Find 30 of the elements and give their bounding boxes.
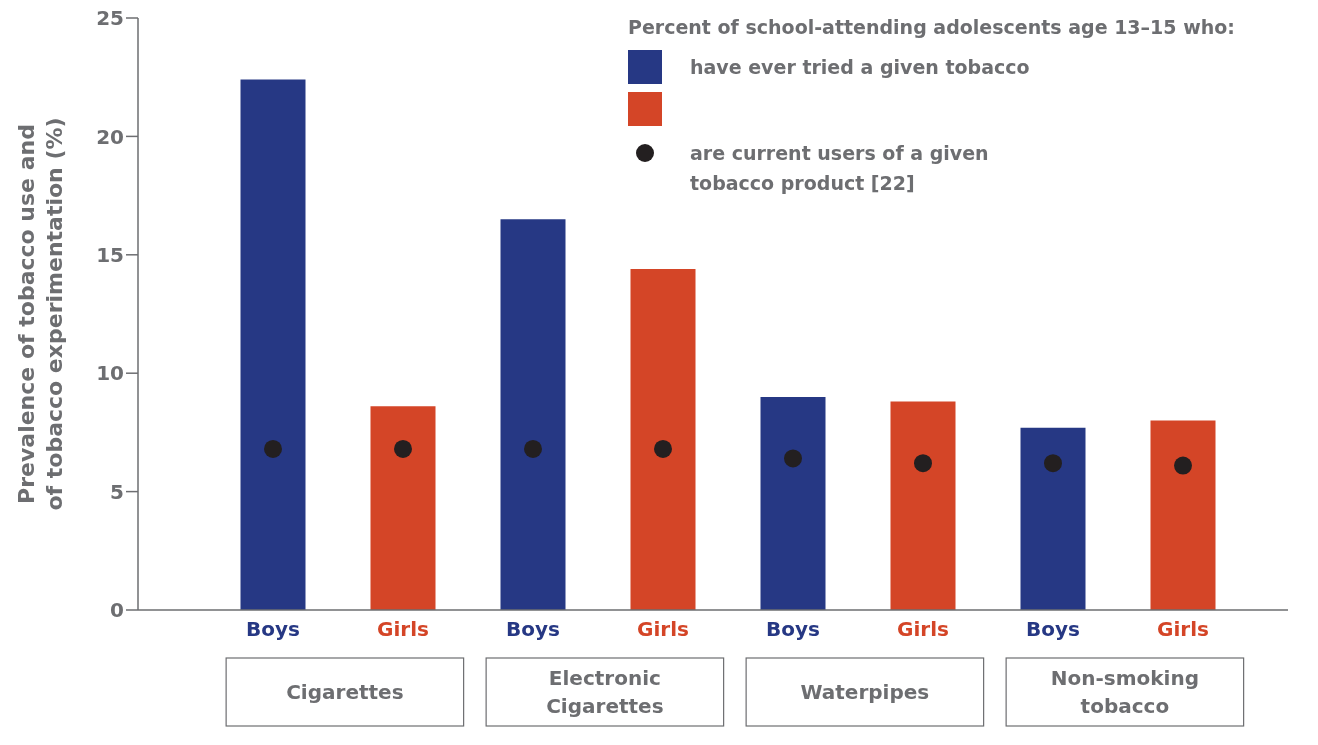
y-tick-label: 0 [110, 598, 124, 623]
text: Electronic Cigarettes [546, 666, 664, 718]
bar [1150, 420, 1216, 610]
x-tick-label: Boys [766, 617, 820, 641]
bar [760, 396, 826, 610]
bar [370, 406, 436, 610]
bar [1020, 427, 1086, 610]
x-tick-label: Girls [1157, 617, 1209, 641]
y-axis-title: Prevalence of tobacco use and of tobacco experimentation (%) [14, 117, 67, 511]
y-tick-label: 25 [96, 6, 124, 31]
bar [240, 79, 306, 610]
text: Cigarettes [286, 680, 404, 704]
bar [890, 401, 956, 610]
legend-label: have ever tried a given tobacco [690, 55, 1031, 80]
x-tick-label: Girls [377, 617, 429, 641]
legend-title: Percent of school-attending adolescents age 13–15 who: [628, 16, 1236, 38]
y-tick-label: 5 [110, 479, 124, 504]
text: Non-smoking tobacco [1050, 666, 1199, 718]
x-tick-label: Boys [1026, 617, 1080, 641]
x-tick-label: Girls [637, 617, 689, 641]
y-tick-label: 20 [96, 124, 124, 149]
legend-label: are current users of a given tobacco product [22] [690, 141, 990, 196]
x-tick-label: Boys [506, 617, 560, 641]
y-tick-label: 10 [96, 361, 124, 386]
text: Waterpipes [800, 680, 930, 704]
x-tick-label: Girls [897, 617, 949, 641]
x-tick-label: Boys [246, 617, 300, 641]
bar [500, 219, 566, 610]
y-tick-label: 15 [96, 242, 124, 267]
bar [630, 269, 696, 610]
